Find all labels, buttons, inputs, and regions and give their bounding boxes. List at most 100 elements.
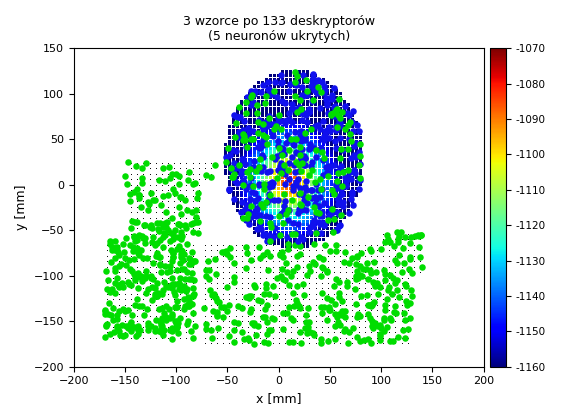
Point <box>139 291 148 297</box>
Point <box>145 269 154 276</box>
Point <box>200 247 209 254</box>
Point <box>254 116 263 123</box>
Point <box>317 252 326 259</box>
Point <box>344 167 353 173</box>
Point <box>246 87 255 94</box>
Point <box>200 312 209 319</box>
Point <box>184 254 193 261</box>
Point <box>151 242 160 249</box>
Point <box>162 283 171 290</box>
Point <box>169 160 178 166</box>
Point <box>182 263 191 270</box>
Point <box>311 318 320 325</box>
Point <box>133 307 142 314</box>
Point <box>278 164 287 171</box>
Point <box>260 291 269 297</box>
Point <box>299 68 308 75</box>
Point <box>295 87 304 94</box>
Point <box>276 273 285 280</box>
Point <box>373 280 381 286</box>
Point <box>133 331 142 338</box>
Point <box>262 112 271 119</box>
Point <box>330 283 339 290</box>
Point <box>268 263 277 270</box>
Point <box>173 324 182 331</box>
Point <box>213 258 222 265</box>
Point <box>321 87 330 93</box>
Point <box>360 329 369 336</box>
Point <box>262 207 271 214</box>
Point <box>318 310 327 316</box>
Point <box>257 174 266 181</box>
Point <box>330 161 339 168</box>
Point <box>274 116 283 123</box>
Point <box>210 291 219 297</box>
Point <box>340 185 349 192</box>
Point <box>323 105 332 112</box>
Point <box>287 83 296 90</box>
Point <box>280 276 289 283</box>
Point <box>332 123 341 130</box>
Point <box>264 327 273 333</box>
Point <box>319 138 328 144</box>
Point <box>346 169 355 176</box>
Point <box>170 291 179 298</box>
Point <box>316 229 325 236</box>
Point <box>124 257 133 264</box>
Point <box>348 189 357 196</box>
Point <box>191 180 200 186</box>
Point <box>280 318 289 325</box>
Point <box>335 120 344 126</box>
Point <box>295 192 304 199</box>
Point <box>268 280 277 286</box>
Point <box>335 181 344 188</box>
Point <box>311 201 320 207</box>
Point <box>254 225 263 232</box>
Point <box>263 199 272 206</box>
Point <box>188 318 197 325</box>
Point <box>243 252 252 259</box>
Point <box>299 258 308 265</box>
Point <box>169 181 178 188</box>
Point <box>257 156 266 163</box>
Point <box>219 247 228 254</box>
Point <box>231 318 240 325</box>
Point <box>299 123 308 130</box>
Point <box>280 312 289 319</box>
Point <box>304 229 313 236</box>
Point <box>328 98 337 105</box>
Point <box>319 76 328 83</box>
Point <box>101 311 110 318</box>
Point <box>133 280 142 286</box>
Point <box>176 329 185 336</box>
Point <box>304 263 313 270</box>
Point <box>158 187 167 194</box>
Point <box>335 96 344 103</box>
Point <box>293 176 302 182</box>
Point <box>282 72 291 79</box>
Point <box>158 290 167 297</box>
Point <box>385 334 394 341</box>
Point <box>130 271 139 278</box>
Point <box>183 294 192 300</box>
Point <box>293 263 302 270</box>
Point <box>246 94 255 100</box>
Point <box>278 178 287 184</box>
Point <box>332 152 341 159</box>
Point <box>274 307 283 314</box>
Point <box>260 339 269 346</box>
Point <box>241 181 250 188</box>
Point <box>348 116 357 123</box>
Point <box>371 320 380 326</box>
Point <box>335 131 344 137</box>
Point <box>246 185 255 192</box>
Point <box>283 268 292 275</box>
Point <box>237 200 246 206</box>
Point <box>268 334 277 341</box>
Point <box>257 138 266 144</box>
Point <box>352 138 361 144</box>
Point <box>237 142 246 148</box>
Point <box>206 318 215 325</box>
Point <box>275 162 284 169</box>
Point <box>215 298 224 305</box>
